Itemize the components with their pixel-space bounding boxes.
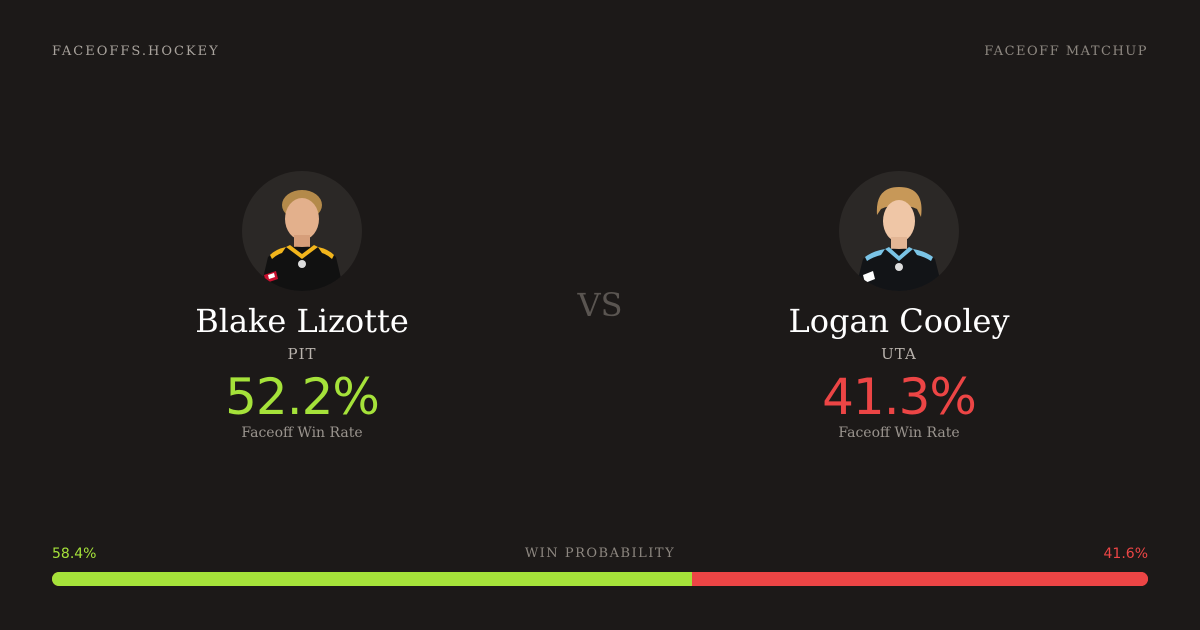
player-card-right: Logan Cooley UTA 41.3% Faceoff Win Rate [719, 171, 1079, 441]
faceoff-win-rate: 41.3% [822, 368, 977, 426]
player-name: Blake Lizotte [195, 302, 409, 340]
win-probability-bar-left-fill [52, 572, 693, 586]
win-probability-title: WIN PROBABILITY [524, 546, 676, 561]
faceoff-win-rate-label: Faceoff Win Rate [838, 425, 960, 441]
versus-label: VS [577, 286, 623, 324]
faceoff-win-rate: 52.2% [225, 368, 380, 426]
win-probability-left-value: 58.4% [52, 546, 97, 562]
player-name: Logan Cooley [788, 302, 1010, 340]
page-kicker: FACEOFF MATCHUP [984, 44, 1148, 59]
player-team: PIT [287, 345, 317, 363]
faceoff-win-rate-label: Faceoff Win Rate [241, 425, 363, 441]
player-card-left: Blake Lizotte PIT 52.2% Faceoff Win Rate [122, 171, 482, 441]
win-probability-bar [52, 572, 1148, 586]
player-headshot-avatar [242, 171, 362, 291]
site-brand[interactable]: FACEOFFS.HOCKEY [52, 44, 220, 59]
win-probability-bar-right-fill [692, 572, 1148, 586]
win-probability-right-value: 41.6% [1103, 546, 1148, 562]
player-team: UTA [881, 345, 917, 363]
player-headshot-avatar [839, 171, 959, 291]
